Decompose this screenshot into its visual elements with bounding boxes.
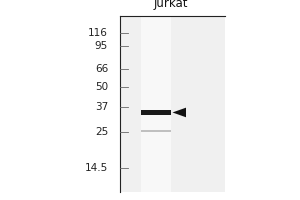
Text: Jurkat: Jurkat	[154, 0, 188, 10]
Bar	[120, 16, 225, 192]
Text: 50: 50	[95, 82, 108, 92]
Text: 95: 95	[95, 41, 108, 51]
Text: 66: 66	[95, 64, 108, 74]
Bar	[141, 110, 171, 115]
Bar	[141, 16, 171, 192]
Polygon shape	[172, 108, 186, 117]
Text: 25: 25	[95, 127, 108, 137]
Text: 116: 116	[88, 28, 108, 38]
Text: 14.5: 14.5	[85, 163, 108, 173]
Text: 37: 37	[95, 102, 108, 112]
Bar	[141, 130, 171, 132]
